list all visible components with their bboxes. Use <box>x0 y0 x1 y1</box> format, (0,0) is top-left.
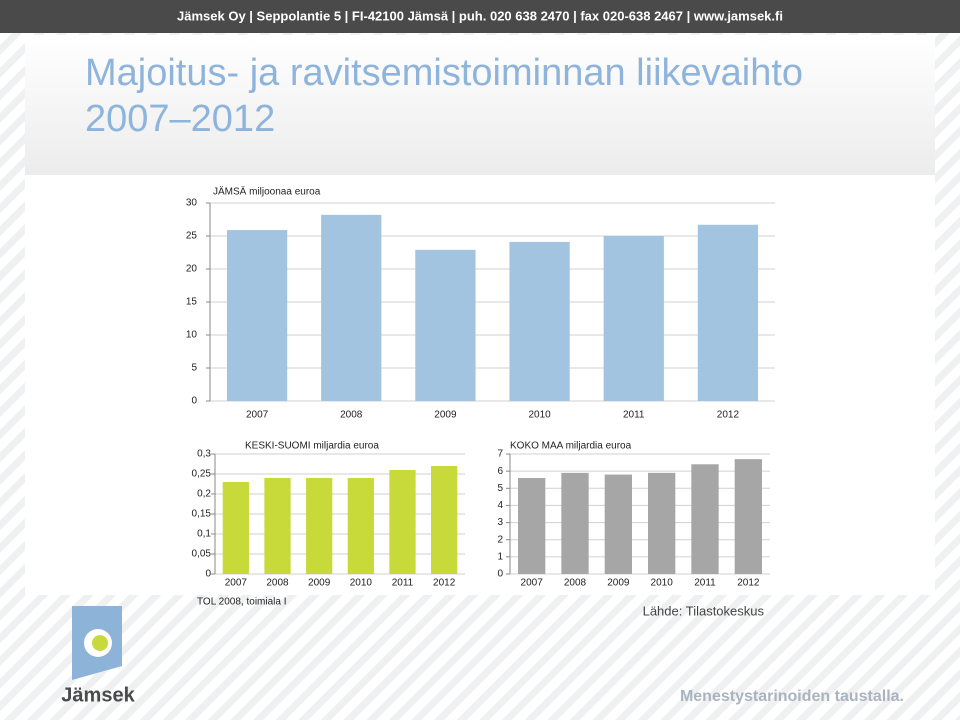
y-tick-label: 0 <box>191 396 197 407</box>
x-tick-label: 2009 <box>607 578 630 589</box>
bar <box>321 214 382 401</box>
x-tick-label: 2008 <box>564 578 587 589</box>
title-area <box>25 35 935 175</box>
y-tick-label: 10 <box>186 330 198 341</box>
y-tick-label: 0,05 <box>192 549 212 560</box>
title: 2007–2012 <box>85 98 275 140</box>
x-tick-label: 2009 <box>308 578 331 589</box>
bar <box>518 478 546 574</box>
x-tick-label: 2007 <box>521 578 544 589</box>
y-tick-label: 25 <box>186 231 198 242</box>
bar <box>697 224 759 401</box>
bar <box>431 466 458 574</box>
source: Lähde: Tilastokeskus <box>643 603 765 618</box>
y-tick-label: 0,1 <box>197 529 211 540</box>
y-tick-label: 1 <box>497 551 503 562</box>
y-tick-label: 6 <box>497 466 503 477</box>
y-tick-label: 0 <box>497 569 503 580</box>
bar <box>222 482 249 574</box>
header-bar <box>0 0 960 33</box>
x-tick-label: 2011 <box>623 410 645 421</box>
x-tick-label: 2008 <box>340 410 363 421</box>
logo-text: Jämsek <box>61 684 135 706</box>
logo-icon <box>72 606 122 680</box>
title: Majoitus- ja ravitsemistoiminnan liikeva… <box>85 52 803 94</box>
bar <box>603 236 664 401</box>
bar <box>734 459 762 574</box>
x-tick-label: 2009 <box>434 410 457 421</box>
x-tick-label: 2011 <box>694 578 716 589</box>
chart-title: KOKO MAA miljardia euroa <box>510 441 632 452</box>
x-tick-label: 2012 <box>433 578 456 589</box>
y-tick-label: 0,25 <box>192 469 212 480</box>
bar <box>389 470 416 574</box>
y-tick-label: 20 <box>186 264 198 275</box>
y-tick-label: 2 <box>497 534 503 545</box>
y-tick-label: 0,2 <box>197 489 211 500</box>
y-tick-label: 30 <box>186 198 198 209</box>
bar <box>691 464 719 574</box>
x-tick-label: 2010 <box>528 410 551 421</box>
bar <box>648 472 676 574</box>
chart-title: KESKI-SUOMI miljardia euroa <box>245 441 379 452</box>
bar <box>306 478 333 574</box>
slogan: Menestystarinoiden taustalla. <box>680 688 904 705</box>
x-tick-label: 2007 <box>246 410 269 421</box>
y-tick-label: 5 <box>497 483 503 494</box>
x-tick-label: 2010 <box>350 578 373 589</box>
bar <box>415 249 476 401</box>
x-tick-label: 2011 <box>392 578 414 589</box>
y-tick-label: 0,15 <box>192 509 212 520</box>
y-tick-label: 15 <box>186 297 198 308</box>
bar <box>604 474 632 574</box>
bar <box>561 472 589 574</box>
x-tick-label: 2012 <box>717 410 740 421</box>
header-text: Jämsek Oy | Seppolantie 5 | FI-42100 Jäm… <box>177 8 783 23</box>
y-tick-label: 0 <box>205 569 211 580</box>
chart-title: JÄMSÄ miljoonaa euroa <box>213 186 321 198</box>
y-tick-label: 3 <box>497 517 503 528</box>
bar <box>509 241 570 401</box>
bar <box>264 478 291 574</box>
y-tick-label: 7 <box>497 449 503 460</box>
y-tick-label: 5 <box>191 363 197 374</box>
x-tick-label: 2007 <box>225 578 248 589</box>
y-tick-label: 0,3 <box>197 449 211 460</box>
x-tick-label: 2008 <box>266 578 289 589</box>
y-tick-label: 4 <box>497 500 503 511</box>
bar <box>347 478 374 574</box>
x-tick-label: 2010 <box>651 578 674 589</box>
note: TOL 2008, toimiala I <box>197 597 287 608</box>
bar <box>226 230 288 401</box>
x-tick-label: 2012 <box>737 578 760 589</box>
